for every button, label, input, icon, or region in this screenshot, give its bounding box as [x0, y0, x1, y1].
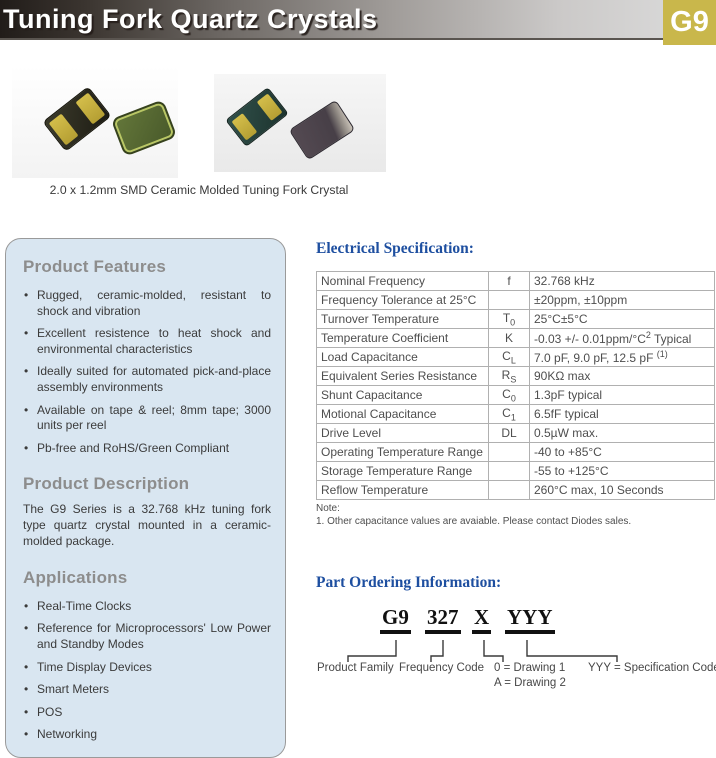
spec-symbol-cell: CL	[488, 347, 530, 367]
spec-symbol-cell: T0	[488, 309, 530, 329]
spec-param-cell: Equivalent Series Resistance	[316, 366, 489, 386]
spec-param-cell: Temperature Coefficient	[316, 328, 489, 348]
spec-param-cell: Turnover Temperature	[316, 309, 489, 329]
spec-row: Temperature Coefficient K -0.03 +/- 0.01pp…	[316, 328, 715, 348]
ordering-section-title: Part Ordering Information:	[316, 574, 502, 591]
spec-value-cell: 0.5µW max.	[529, 423, 715, 443]
crystal-pad	[256, 93, 283, 121]
spec-value-cell: 1.3pF typical	[529, 385, 715, 405]
ordering-code-drawing: X	[472, 605, 492, 634]
spec-symbol-cell: K	[488, 328, 530, 348]
ordering-code-family: G9	[380, 605, 411, 634]
spec-value-cell: -55 to +125°C	[529, 461, 715, 481]
features-list: Rugged, ceramic-molded, resistant to sho…	[23, 288, 271, 456]
spec-value-cell: -0.03 +/- 0.01ppm/°C2 Typical	[529, 328, 715, 348]
crystal-image-green-lid	[110, 99, 178, 157]
spec-row: Storage Temperature Range -55 to +125°C	[316, 461, 715, 481]
spec-row: Shunt Capacitance C0 1.3pF typical	[316, 385, 715, 405]
spec-param-cell: Reflow Temperature	[316, 480, 489, 500]
spec-table-body: Nominal Frequency f 32.768 kHz Frequency To…	[316, 271, 715, 500]
feature-item: Excellent resistence to heat shock and e…	[23, 326, 271, 357]
spec-symbol-cell	[488, 480, 530, 500]
spec-param-cell: Drive Level	[316, 423, 489, 443]
spec-param-cell: Motional Capacitance	[316, 404, 489, 424]
application-item: Real-Time Clocks	[23, 599, 271, 615]
crystal-image-teal-gold-pads	[225, 86, 289, 148]
spec-row: Reflow Temperature 260°C max, 10 Seconds	[316, 480, 715, 500]
spec-param-cell: Nominal Frequency	[316, 271, 489, 291]
spec-symbol-cell: DL	[488, 423, 530, 443]
product-photo-left	[12, 66, 178, 178]
spec-param-cell: Load Capacitance	[316, 347, 489, 367]
info-panel: Product Features Rugged, ceramic-molded,…	[5, 238, 286, 758]
spec-param-cell: Shunt Capacitance	[316, 385, 489, 405]
spec-table: Nominal Frequency f 32.768 kHz Frequency To…	[316, 271, 715, 500]
crystal-image-gray-side	[288, 99, 356, 161]
description-text: The G9 Series is a 32.768 kHz tuning for…	[23, 502, 271, 548]
ordering-label-frequency-code: Frequency Code	[399, 662, 485, 674]
spec-row: Motional Capacitance C1 6.5fF typical	[316, 404, 715, 424]
spec-row: Frequency Tolerance at 25°C ±20ppm, ±10pp…	[316, 290, 715, 310]
page-header-bar: Tuning Fork Quartz Crystals	[0, 0, 716, 40]
spec-value-cell: 32.768 kHz	[529, 271, 715, 291]
spec-row: Nominal Frequency f 32.768 kHz	[316, 271, 715, 291]
page-title: Tuning Fork Quartz Crystals	[3, 4, 378, 34]
spec-row: Drive Level DL 0.5µW max.	[316, 423, 715, 443]
features-title: Product Features	[23, 257, 167, 276]
spec-value-cell: 25°C±5°C	[529, 309, 715, 329]
spec-value-cell: 6.5fF typical	[529, 404, 715, 424]
spec-param-cell: Operating Temperature Range	[316, 442, 489, 462]
spec-symbol-cell	[488, 461, 530, 481]
note-label: Note:	[316, 503, 340, 514]
spec-value-cell: 260°C max, 10 Seconds	[529, 480, 715, 500]
ordering-code-frequency: 327	[425, 605, 461, 634]
spec-value-cell: 7.0 pF, 9.0 pF, 12.5 pF (1)	[529, 347, 715, 367]
spec-symbol-cell: C1	[488, 404, 530, 424]
spec-row: Load Capacitance CL 7.0 pF, 9.0 pF, 12.5 p…	[316, 347, 715, 367]
ordering-label-product-family: Product Family	[317, 662, 394, 674]
crystal-pad	[231, 113, 258, 141]
crystal-pad	[75, 92, 106, 125]
ordering-label-drawing-1: 0 = Drawing 1	[494, 662, 566, 674]
applications-title: Applications	[23, 567, 128, 587]
application-item: Time Display Devices	[23, 660, 271, 676]
ordering-label-spec-code: YYY = Specification Code	[588, 662, 716, 674]
series-badge: G9	[663, 0, 716, 45]
product-photo-right	[214, 74, 386, 172]
application-item: Networking	[23, 727, 271, 743]
crystal-pad	[48, 113, 79, 146]
feature-item: Rugged, ceramic-molded, resistant to sho…	[23, 288, 271, 319]
spec-row: Turnover Temperature T0 25°C±5°C	[316, 309, 715, 329]
spec-symbol-cell	[488, 290, 530, 310]
spec-param-cell: Frequency Tolerance at 25°C	[316, 290, 489, 310]
spec-value-cell: ±20ppm, ±10ppm	[529, 290, 715, 310]
spec-symbol-cell	[488, 442, 530, 462]
spec-section-title: Electrical Specification:	[316, 240, 474, 257]
spec-value-cell: 90KΩ max	[529, 366, 715, 386]
feature-item: Ideally suited for automated pick-and-pl…	[23, 364, 271, 395]
ordering-connector-lines	[347, 640, 618, 662]
application-item: POS	[23, 705, 271, 721]
ordering-label-drawing-2: A = Drawing 2	[494, 677, 566, 689]
spec-symbol-cell: RS	[488, 366, 530, 386]
spec-symbol-cell: f	[488, 271, 530, 291]
application-item: Smart Meters	[23, 682, 271, 698]
applications-list: Real-Time Clocks Reference for Microproce…	[23, 599, 271, 743]
photo-caption: 2.0 x 1.2mm SMD Ceramic Molded Tuning Fo…	[49, 183, 349, 197]
spec-row: Operating Temperature Range -40 to +85°C	[316, 442, 715, 462]
note-text: 1. Other capacitance values are avaiable…	[316, 516, 632, 527]
spec-row: Equivalent Series Resistance RS 90KΩ max	[316, 366, 715, 386]
ordering-code-spec: YYY	[505, 605, 555, 634]
spec-value-cell: -40 to +85°C	[529, 442, 715, 462]
feature-item: Available on tape & reel; 8mm tape; 3000…	[23, 403, 271, 434]
spec-symbol-cell: C0	[488, 385, 530, 405]
spec-param-cell: Storage Temperature Range	[316, 461, 489, 481]
feature-item: Pb-free and RoHS/Green Compliant	[23, 441, 271, 457]
crystal-image-dark-gold-pads	[42, 86, 112, 152]
application-item: Reference for Microprocessors' Low Power…	[23, 621, 271, 652]
description-title: Product Description	[23, 474, 190, 494]
